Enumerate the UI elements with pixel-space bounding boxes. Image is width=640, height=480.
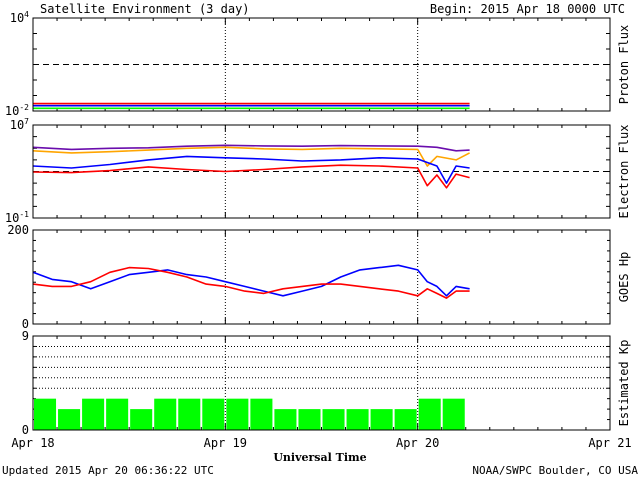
x-tick-label: Apr 18 <box>11 436 54 450</box>
updated-text: Updated 2015 Apr 20 06:36:22 UTC <box>2 464 214 477</box>
x-tick-label: Apr 19 <box>204 436 247 450</box>
estimated-kp-bar <box>154 398 177 430</box>
estimated-kp-y-tick-label: 0 <box>22 423 29 437</box>
estimated-kp-bar <box>226 398 249 430</box>
goes-hp-panel: 200 0 GOES Hp <box>7 223 631 331</box>
estimated-kp-bar <box>58 409 81 430</box>
goes-hp-y-label: GOES Hp <box>617 252 631 303</box>
goes-hp-frame <box>32 229 611 325</box>
estimated-kp-bar <box>202 398 225 430</box>
electron-flux-panel: 107 10-1 Electron Flux <box>5 117 631 225</box>
proton-flux-frame <box>32 17 611 112</box>
x-axis-label: Universal Time <box>273 451 366 464</box>
electron-flux-frame <box>32 124 611 219</box>
electron-flux-series-orange <box>32 146 470 167</box>
begin-time: Begin: 2015 Apr 18 0000 UTC <box>430 2 625 16</box>
goes-hp-y-tick-label: 200 <box>7 223 29 237</box>
goes-hp-series-blue <box>32 264 470 297</box>
goes-hp-y-tick-label: 0 <box>22 317 29 331</box>
estimated-kp-bar <box>298 409 321 430</box>
estimated-kp-bar <box>130 409 153 430</box>
estimated-kp-frame <box>32 335 611 431</box>
panels: 104 10-2 Proton Flux 107 10-1 Electron Flux 20… <box>5 10 631 437</box>
estimated-kp-bar <box>250 398 273 430</box>
x-axis: Apr 18 Apr 19 Apr 20 Apr 21 <box>11 436 631 450</box>
estimated-kp-bar <box>274 409 297 430</box>
electron-flux-series-purple <box>32 144 470 152</box>
estimated-kp-y-tick-label: 9 <box>22 329 29 343</box>
estimated-kp-y-label: Estimated Kp <box>617 340 631 427</box>
estimated-kp-bar <box>322 409 345 430</box>
x-tick-label: Apr 21 <box>588 436 631 450</box>
estimated-kp-bar <box>442 398 465 430</box>
goes-hp-series-red <box>32 266 470 299</box>
electron-flux-y-tick-label: 10-1 <box>5 210 29 225</box>
proton-flux-panel: 104 10-2 Proton Flux <box>5 10 631 118</box>
estimated-kp-bar <box>418 398 441 430</box>
electron-flux-series-blue <box>32 155 470 184</box>
estimated-kp-bar <box>370 409 393 430</box>
proton-flux-y-label: Proton Flux <box>617 25 631 104</box>
credit-text: NOAA/SWPC Boulder, CO USA <box>472 464 638 477</box>
electron-flux-y-tick-label: 107 <box>10 117 29 132</box>
proton-flux-y-tick-label: 10-2 <box>5 103 29 118</box>
estimated-kp-bar <box>82 398 105 430</box>
estimated-kp-bar <box>394 409 417 430</box>
estimated-kp-bar <box>34 398 57 430</box>
estimated-kp-panel: 9 0 Estimated Kp <box>22 329 631 437</box>
x-tick-label: Apr 20 <box>396 436 439 450</box>
plot-title: Satellite Environment (3 day) <box>40 2 250 16</box>
electron-flux-y-label: Electron Flux <box>617 125 631 219</box>
electron-flux-series-red <box>32 164 470 189</box>
proton-flux-y-tick-label: 104 <box>10 10 29 25</box>
estimated-kp-bar <box>106 398 129 430</box>
estimated-kp-bar <box>346 409 369 430</box>
estimated-kp-bar <box>178 398 201 430</box>
